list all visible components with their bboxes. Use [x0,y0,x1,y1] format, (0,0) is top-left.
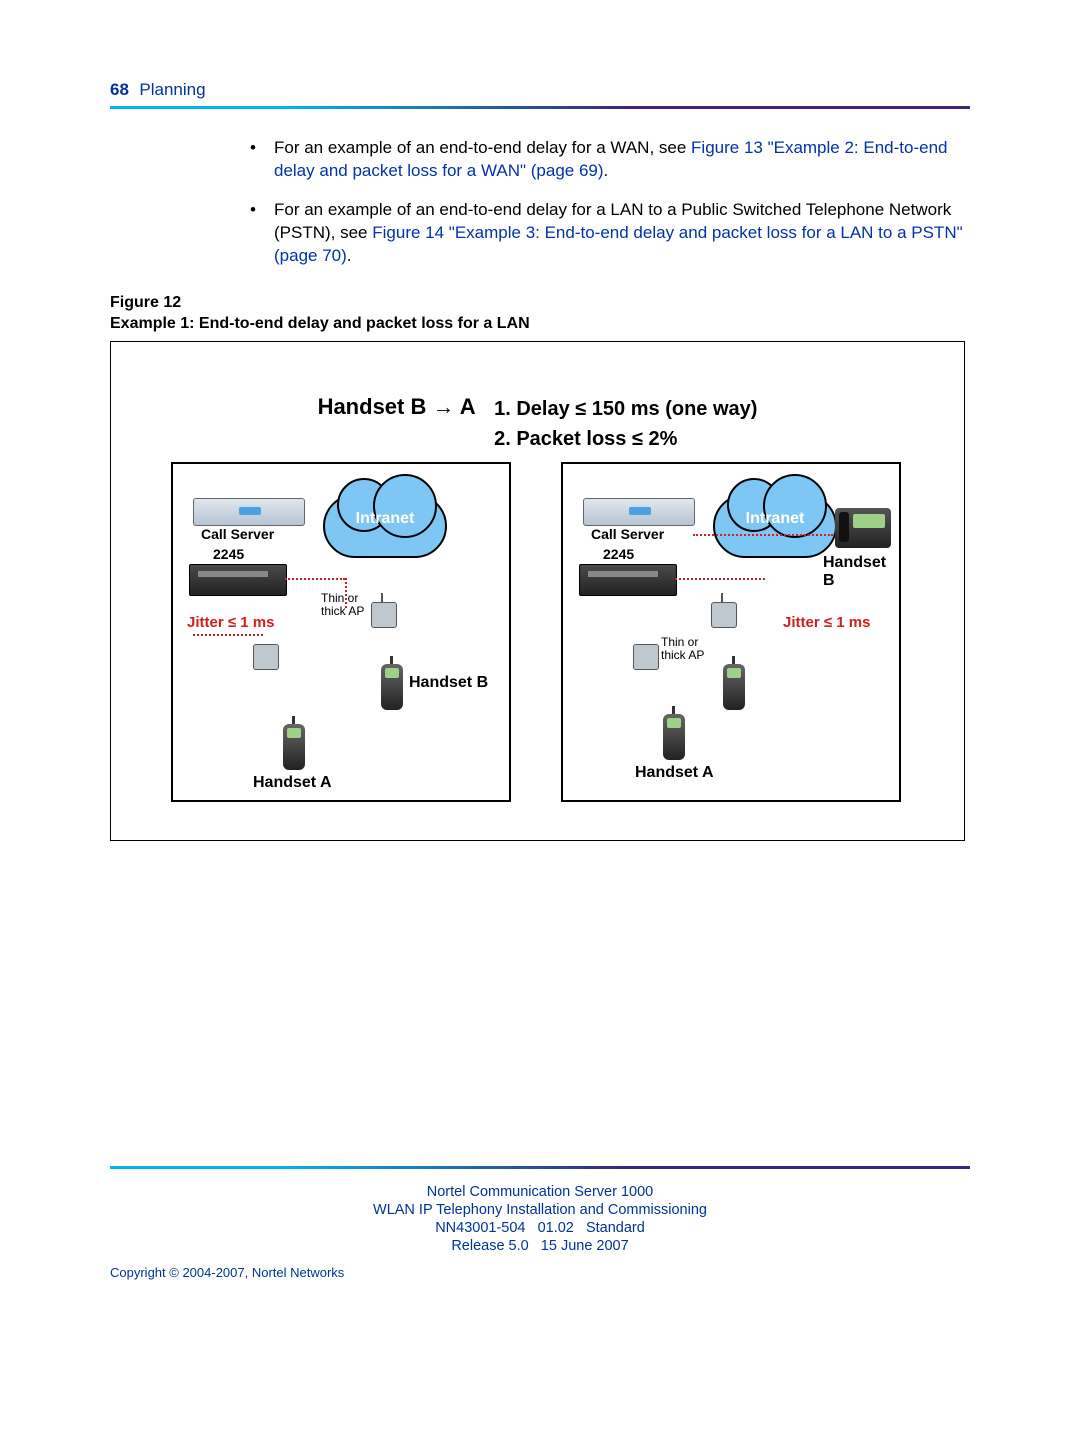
intranet-label: Intranet [715,510,835,528]
device-2245-label: 2245 [213,546,244,562]
handset-a-label: Handset A [635,764,714,782]
ap-label: Thin or thick AP [321,592,364,618]
footer-line-4: Release 5.0 15 June 2007 [451,1238,628,1254]
jitter-label: Jitter ≤ 1 ms [783,614,870,631]
bullet-list: For an example of an end-to-end delay fo… [250,137,970,268]
footer-line-3: NN43001-504 01.02 Standard [435,1220,645,1236]
path-line [345,578,347,608]
subfigure-right: Call Server Intranet 2245 Jitter ≤ 1 ms … [561,462,901,802]
path-line [675,578,765,580]
intranet-label: Intranet [325,510,445,528]
jitter-label: Jitter ≤ 1 ms [187,614,274,631]
access-point-icon [633,644,659,670]
path-line [193,634,263,636]
access-point-icon [711,602,737,628]
crossref-link[interactable]: Figure 14 "Example 3: End-to-end delay a… [274,223,963,265]
call-server-label: Call Server [591,526,664,542]
device-2245-icon [189,564,287,596]
bullet-tail: . [604,161,609,180]
figure-criteria: 1. Delay ≤ 150 ms (one way) 2. Packet lo… [494,394,757,454]
page-number: 68 [110,80,129,99]
footer-rule [110,1166,970,1169]
figure-frame: Handset B → A 1. Delay ≤ 150 ms (one way… [110,341,965,841]
access-point-icon [253,644,279,670]
handset-a-label: Handset A [253,774,332,792]
device-2245-label: 2245 [603,546,634,562]
page-header: 68 Planning [110,80,970,100]
desk-phone-icon [835,508,891,548]
call-server-icon [193,498,305,526]
bullet-item: For an example of an end-to-end delay fo… [250,137,970,183]
handset-a-icon [283,724,305,770]
handset-b-icon [381,664,403,710]
criteria-1: 1. Delay ≤ 150 ms (one way) [494,398,757,420]
path-line [285,578,345,580]
figure-heading-left: Handset B → A [318,394,476,420]
intranet-cloud-icon: Intranet [323,494,447,558]
call-server-icon [583,498,695,526]
figure-number: Figure 12 [110,294,181,311]
handset-icon [723,664,745,710]
subfigure-left: Call Server Intranet 2245 Jitter ≤ 1 ms … [171,462,511,802]
page-footer: Nortel Communication Server 1000 WLAN IP… [110,1136,970,1281]
path-line [693,534,833,536]
header-rule [110,106,970,109]
copyright-text: Copyright © 2004-2007, Nortel Networks [110,1265,970,1280]
section-title: Planning [139,80,205,99]
criteria-2: 2. Packet loss ≤ 2% [494,428,677,450]
footer-line-1: Nortel Communication Server 1000 [427,1184,653,1200]
figure-title: Example 1: End-to-end delay and packet l… [110,315,530,332]
call-server-label: Call Server [201,526,274,542]
bullet-tail: . [347,246,352,265]
handset-b-label: Handset B [823,554,899,590]
ap-label: Thin or thick AP [661,636,704,662]
handset-a-icon [663,714,685,760]
footer-text: Nortel Communication Server 1000 WLAN IP… [110,1183,970,1256]
bullet-item: For an example of an end-to-end delay fo… [250,199,970,268]
figure-heading: Handset B → A 1. Delay ≤ 150 ms (one way… [111,394,964,454]
footer-line-2: WLAN IP Telephony Installation and Commi… [373,1202,707,1218]
figure-caption: Figure 12 Example 1: End-to-end delay an… [110,292,970,335]
handset-b-label: Handset B [409,674,488,692]
access-point-icon [371,602,397,628]
device-2245-icon [579,564,677,596]
intranet-cloud-icon: Intranet [713,494,837,558]
bullet-text: For an example of an end-to-end delay fo… [274,138,691,157]
